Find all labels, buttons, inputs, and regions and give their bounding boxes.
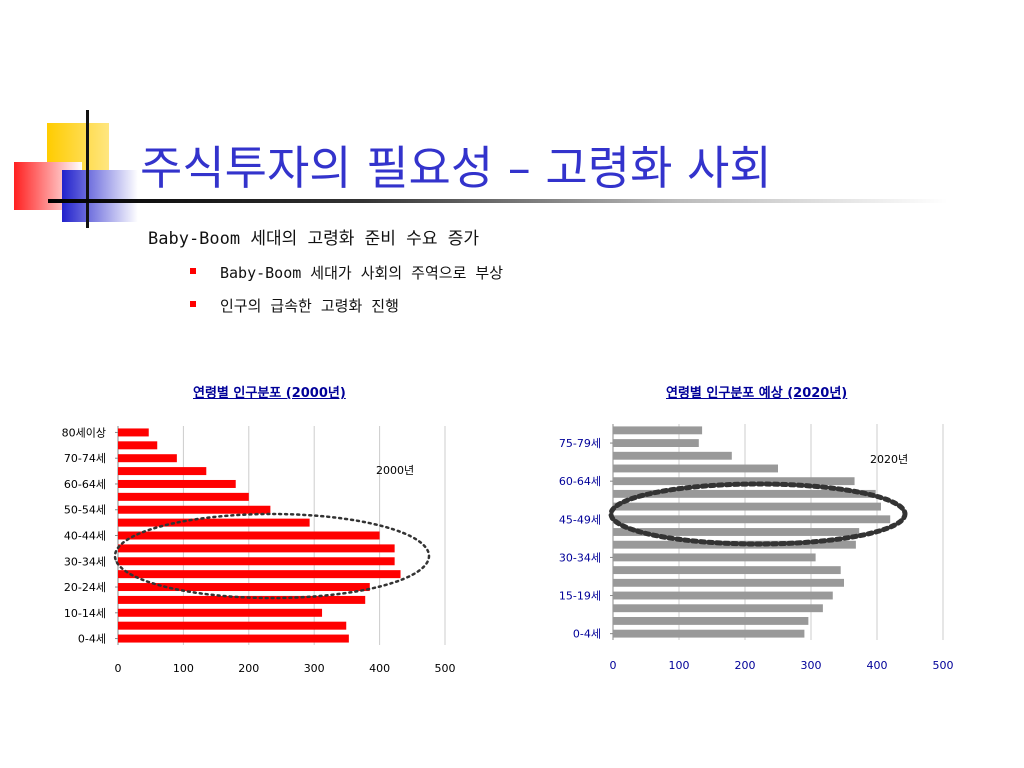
bar (613, 489, 876, 498)
y-tick-label: 60-64세 (64, 478, 106, 491)
y-tick-label: 50-54세 (64, 504, 106, 517)
chart-2000: 0-4세 10-14세 20-24세 30-34세 40-44세 50-54세 60-64세… (62, 426, 456, 675)
chart-2020: 0-4세 15-19세 30-34세 45-49세 60-64세 75-79세 0 100 20… (559, 424, 954, 672)
bar (613, 553, 816, 562)
x-tick-label: 400 (369, 662, 390, 675)
bar (118, 634, 349, 643)
y-tick-label: 15-19세 (559, 590, 601, 603)
y-tick-label: 45-49세 (559, 513, 601, 526)
bar (613, 604, 823, 613)
bar (613, 439, 699, 447)
logo-blue-square (62, 170, 138, 222)
chart-annotation: 2020년 (870, 453, 908, 466)
bar (613, 629, 805, 638)
bar (118, 479, 236, 488)
bar (118, 583, 370, 592)
bar (613, 464, 778, 473)
bar (118, 531, 380, 540)
bar (613, 591, 833, 600)
y-tick-label: 0-4세 (78, 633, 106, 646)
x-tick-label: 200 (735, 659, 756, 672)
x-tick-label: 200 (238, 662, 259, 675)
y-tick-label: 70-74세 (64, 452, 106, 465)
bullet-square-icon (190, 301, 196, 307)
x-tick-label: 500 (435, 662, 456, 675)
bar (613, 617, 809, 625)
decorative-logo (14, 110, 138, 228)
bar (118, 492, 249, 501)
bar (613, 502, 881, 511)
bar (118, 428, 149, 437)
x-tick-label: 300 (304, 662, 325, 675)
x-tick-label: 0 (610, 659, 617, 672)
bar (613, 477, 855, 486)
y-tick-label: 20-24세 (64, 581, 106, 594)
y-tick-label: 10-14세 (64, 607, 106, 620)
x-tick-label: 400 (867, 659, 888, 672)
bar (613, 528, 860, 536)
x-tick-label: 500 (933, 659, 954, 672)
bar (613, 451, 732, 460)
bullet-square-icon (190, 268, 196, 274)
highlight-ellipse (608, 481, 908, 547)
bar (613, 426, 703, 435)
x-tick-label: 300 (801, 659, 822, 672)
y-tick-label: 0-4세 (573, 628, 601, 641)
sub-bullet-text: Baby-Boom 세대가 사회의 주역으로 부상 (220, 264, 504, 282)
page-title: 주식투자의 필요성 – 고령화 사회 (140, 141, 772, 195)
chart-2000-title: 연령별 인구분포 (2000년) (193, 386, 346, 401)
bar (118, 505, 271, 514)
y-tick-label: 40-44세 (64, 530, 106, 543)
chart-2020-title: 연령별 인구분포 예상 (2020년) (666, 386, 848, 401)
main-bullet: Baby-Boom 세대의 고령화 준비 수요 증가 (148, 229, 479, 249)
y-tick-label: 60-64세 (559, 475, 601, 488)
bar (613, 578, 844, 587)
bar (613, 515, 891, 524)
bar (118, 518, 310, 527)
y-tick-label: 75-79세 (559, 437, 601, 450)
logo-vertical-line (86, 110, 89, 228)
sub-bullet-text: 인구의 급속한 고령화 진행 (220, 297, 399, 315)
y-tick-label: 30-34세 (64, 555, 106, 568)
bar (118, 608, 323, 617)
bar (118, 441, 158, 450)
y-tick-label: 30-34세 (559, 551, 601, 564)
bar (118, 544, 395, 553)
x-tick-label: 100 (173, 662, 194, 675)
bar (118, 454, 177, 463)
bar (118, 621, 347, 630)
chart-annotation: 2000년 (376, 464, 414, 477)
highlight-ellipse (113, 512, 431, 600)
bar (118, 557, 395, 566)
bar (118, 570, 401, 579)
y-tick-label: 80세이상 (62, 426, 106, 439)
title-underline (48, 199, 948, 203)
x-tick-label: 0 (115, 662, 122, 675)
bar (118, 467, 207, 476)
bar (613, 566, 841, 575)
bar (118, 595, 366, 604)
x-tick-label: 100 (669, 659, 690, 672)
